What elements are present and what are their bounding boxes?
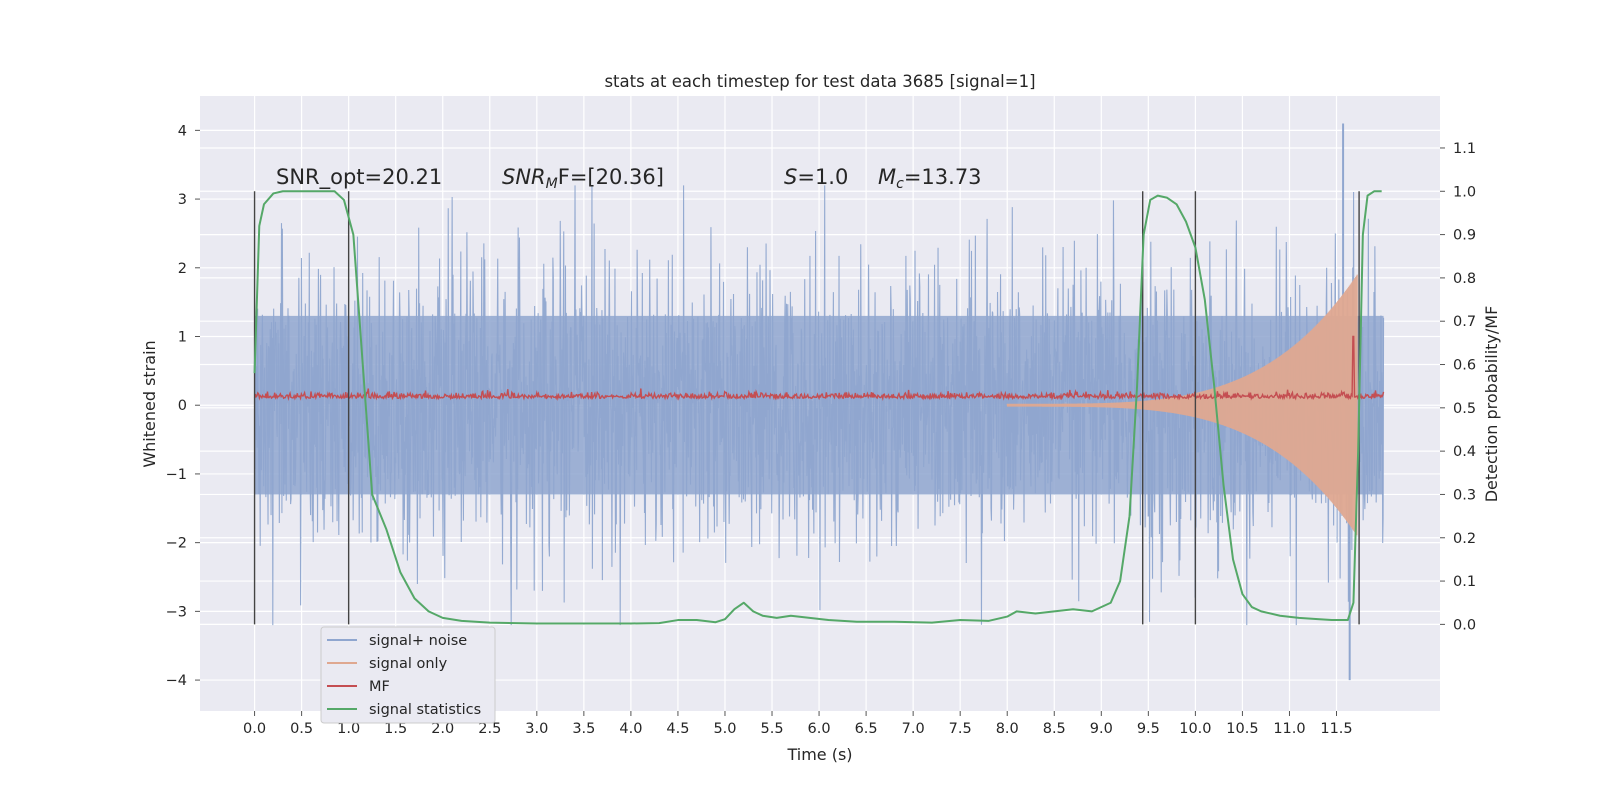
x-axis-ticks: 0.0 0.5 1.0 1.5 2.0 2.5 3.0 3.5 4.0 4.5 5.0 5.5 6.0 6… [243, 711, 1353, 737]
annotation-s-value: =1.0 [797, 165, 848, 189]
y2-tick-label: 0.8 [1453, 271, 1476, 287]
x-tick-label: 10.0 [1179, 721, 1211, 737]
legend-label-signal-statistics: signal statistics [369, 702, 481, 718]
y2-tick-label: 0.6 [1453, 358, 1476, 374]
annotation-snr-opt: SNR_opt=20.21 [276, 165, 442, 190]
x-tick-label: 6.5 [855, 721, 878, 737]
y-tick-label: 3 [178, 192, 187, 208]
x-tick-label: 4.5 [666, 721, 689, 737]
x-tick-label: 1.5 [384, 721, 407, 737]
signal-statistics-line [253, 190, 1382, 625]
annotation-mc-sub: c [896, 176, 904, 192]
y-tick-label: 2 [178, 261, 187, 277]
series-signal-statistics [253, 190, 1382, 625]
legend-box [320, 626, 496, 724]
y-tick-label: −2 [166, 536, 187, 552]
y-tick-label: −4 [166, 673, 187, 689]
x-tick-label: 4.0 [619, 721, 642, 737]
y2-tick-label: 0.2 [1453, 531, 1476, 547]
y2-tick-label: 0.0 [1453, 617, 1476, 633]
y2-tick-label: 1.1 [1453, 141, 1476, 157]
x-tick-label: 7.5 [949, 721, 972, 737]
x-tick-label: 0.5 [290, 721, 313, 737]
annotation-mc-label: M [878, 165, 896, 189]
legend: signal+ noise signal only MF signal stat… [320, 626, 496, 724]
y-tick-label: 0 [178, 398, 187, 414]
series-signal-only [1006, 274, 1358, 536]
x-tick-label: 11.0 [1273, 721, 1305, 737]
legend-label-signal-only: signal only [369, 656, 448, 672]
annotation-s: S=1.0 [784, 165, 848, 189]
annotation-mc-value: =13.73 [904, 165, 982, 189]
x-tick-label: 9.0 [1090, 721, 1113, 737]
x-tick-label: 1.0 [337, 721, 360, 737]
y2-tick-label: 0.5 [1453, 401, 1476, 417]
y2-tick-label: 0.3 [1453, 487, 1476, 503]
x-tick-label: 9.5 [1137, 721, 1160, 737]
x-tick-label: 10.5 [1226, 721, 1258, 737]
x-tick-label: 2.5 [478, 721, 501, 737]
chart-title: stats at each timestep for test data 368… [604, 72, 1035, 91]
annotation-snr-mf-suffix: F=[20.36] [558, 165, 664, 189]
legend-label-mf: MF [369, 679, 390, 695]
x-tick-label: 3.5 [572, 721, 595, 737]
annotation-snr-mf: SNRMF=[20.36] [502, 165, 664, 192]
y2-axis-ticks: 1.1 1.0 0.9 0.8 0.7 0.6 0.5 0.4 0.3 0.2 0.1 0.0 [1440, 141, 1476, 633]
x-tick-label: 0.0 [243, 721, 266, 737]
x-tick-label: 8.0 [996, 721, 1019, 737]
x-tick-label: 5.0 [713, 721, 736, 737]
y-axis-ticks: 4 3 2 1 0 −1 −2 −3 −4 [166, 123, 200, 689]
x-tick-label: 7.0 [902, 721, 925, 737]
y2-tick-label: 0.9 [1453, 228, 1476, 244]
y2-tick-label: 1.0 [1453, 184, 1476, 200]
y-tick-label: 4 [178, 123, 187, 139]
y2-tick-label: 0.1 [1453, 574, 1476, 590]
x-axis-label: Time (s) [786, 745, 852, 764]
y2-axis-label: Detection probability/MF [1482, 306, 1501, 503]
y-tick-label: 1 [178, 330, 187, 346]
y2-tick-label: 0.7 [1453, 314, 1476, 330]
x-tick-label: 6.0 [808, 721, 831, 737]
annotation-snr-mf-sub: M [546, 176, 558, 192]
x-tick-label: 11.5 [1320, 721, 1352, 737]
annotation-snr-mf-prefix: SNR [502, 165, 546, 189]
y-tick-label: −3 [166, 604, 187, 620]
x-tick-label: 3.0 [525, 721, 548, 737]
y-axis-label: Whitened strain [140, 340, 159, 467]
y2-tick-label: 0.4 [1453, 444, 1476, 460]
signal-only-line [1006, 274, 1358, 536]
y-tick-label: −1 [166, 467, 187, 483]
x-tick-label: 5.5 [760, 721, 783, 737]
legend-label-signal-noise: signal+ noise [369, 633, 467, 649]
x-tick-label: 2.0 [431, 721, 454, 737]
annotation-mc: Mc=13.73 [878, 165, 982, 192]
annotation-s-label: S [784, 165, 797, 189]
x-tick-label: 8.5 [1043, 721, 1066, 737]
